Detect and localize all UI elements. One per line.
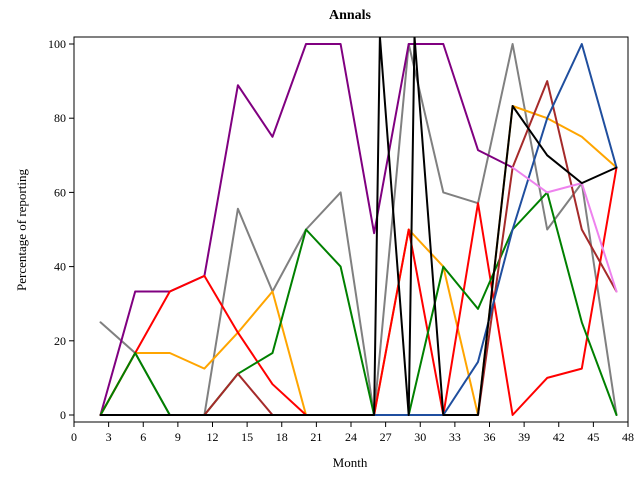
y-tick-label: 100	[48, 37, 66, 51]
x-axis-label: Month	[332, 455, 368, 470]
x-tick-label: 36	[484, 430, 496, 444]
x-tick-label: 48	[622, 430, 634, 444]
y-tick-label: 40	[54, 260, 66, 274]
x-tick-label: 18	[276, 430, 288, 444]
x-tick-label: 45	[587, 430, 599, 444]
plot-frame	[73, 36, 629, 423]
y-axis-label: Percentage of reporting	[14, 169, 29, 292]
series-line	[99, 105, 618, 416]
chart-title: Annals	[328, 8, 372, 23]
y-tick-label: 0	[60, 408, 66, 422]
x-tick-label: 30	[414, 430, 426, 444]
x-tick-label: 15	[241, 430, 253, 444]
series-line	[99, 37, 618, 416]
x-tick-label: 39	[518, 430, 530, 444]
series-line	[511, 166, 618, 293]
x-tick-label: 12	[207, 430, 219, 444]
x-tick-label: 0	[71, 430, 77, 444]
x-tick-label: 42	[553, 430, 565, 444]
series-group	[99, 37, 618, 416]
series-line	[373, 43, 618, 416]
series-line	[99, 191, 618, 416]
series-line	[99, 166, 618, 416]
x-tick-label: 9	[175, 430, 181, 444]
x-tick-label: 3	[106, 430, 112, 444]
y-tick-label: 20	[54, 334, 66, 348]
series-line	[99, 80, 618, 416]
y-tick-label: 80	[54, 111, 66, 125]
x-tick-label: 33	[449, 430, 461, 444]
x-tick-label: 27	[380, 430, 392, 444]
y-tick-label: 60	[54, 185, 66, 199]
x-tick-label: 21	[310, 430, 322, 444]
x-tick-label: 6	[140, 430, 146, 444]
x-tick-label: 24	[345, 430, 357, 444]
